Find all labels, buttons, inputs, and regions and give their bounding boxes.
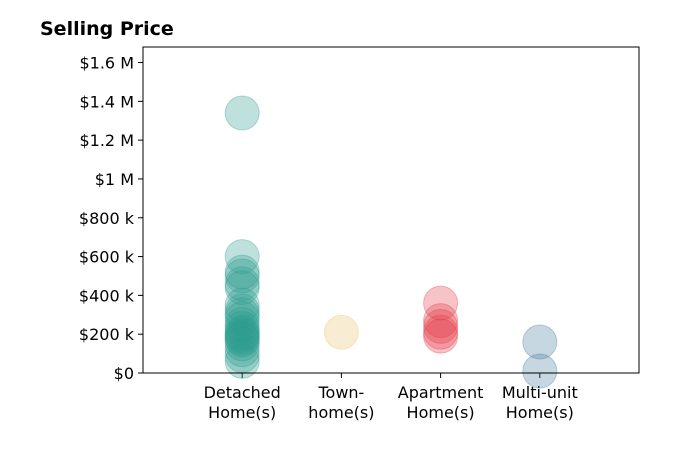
y-tick-label: $200 k <box>79 325 135 344</box>
point <box>224 343 260 379</box>
point <box>224 326 260 362</box>
plot-frame <box>142 46 640 374</box>
point <box>224 332 260 368</box>
y-tick-label: $600 k <box>79 248 135 267</box>
x-tick-label: Detached Home(s) <box>204 383 281 422</box>
y-tick-label: $1.2 M <box>79 131 134 150</box>
point <box>423 314 459 350</box>
point <box>224 316 260 352</box>
point <box>224 322 260 358</box>
x-tick-label: Multi-unit Home(s) <box>502 383 578 422</box>
y-tick-label: $0 <box>114 364 134 383</box>
y-tick-label: $400 k <box>79 286 135 305</box>
point <box>423 303 459 339</box>
y-tick-label: $1.6 M <box>79 54 134 73</box>
point <box>224 254 260 290</box>
y-tick-label: $1.4 M <box>79 92 134 111</box>
point <box>224 287 260 323</box>
y-tick-label: $800 k <box>79 209 135 228</box>
point <box>423 285 459 321</box>
y-tick-label: $1 M <box>95 170 134 189</box>
point <box>224 310 260 346</box>
point <box>224 258 260 294</box>
point <box>224 297 260 333</box>
x-tick-label: Apartment Home(s) <box>398 383 484 422</box>
point <box>224 320 260 356</box>
point <box>224 318 260 354</box>
point <box>522 353 558 389</box>
point <box>522 324 558 360</box>
point <box>423 308 459 344</box>
point <box>224 239 260 275</box>
point <box>224 266 260 302</box>
point <box>224 293 260 329</box>
point <box>224 301 260 337</box>
chart-title: Selling Price <box>40 18 174 40</box>
point <box>323 314 359 350</box>
point <box>224 306 260 342</box>
point <box>224 270 260 306</box>
point <box>423 318 459 354</box>
x-tick-label: Town-home(s) <box>308 383 374 422</box>
point <box>224 95 260 131</box>
point <box>224 314 260 350</box>
